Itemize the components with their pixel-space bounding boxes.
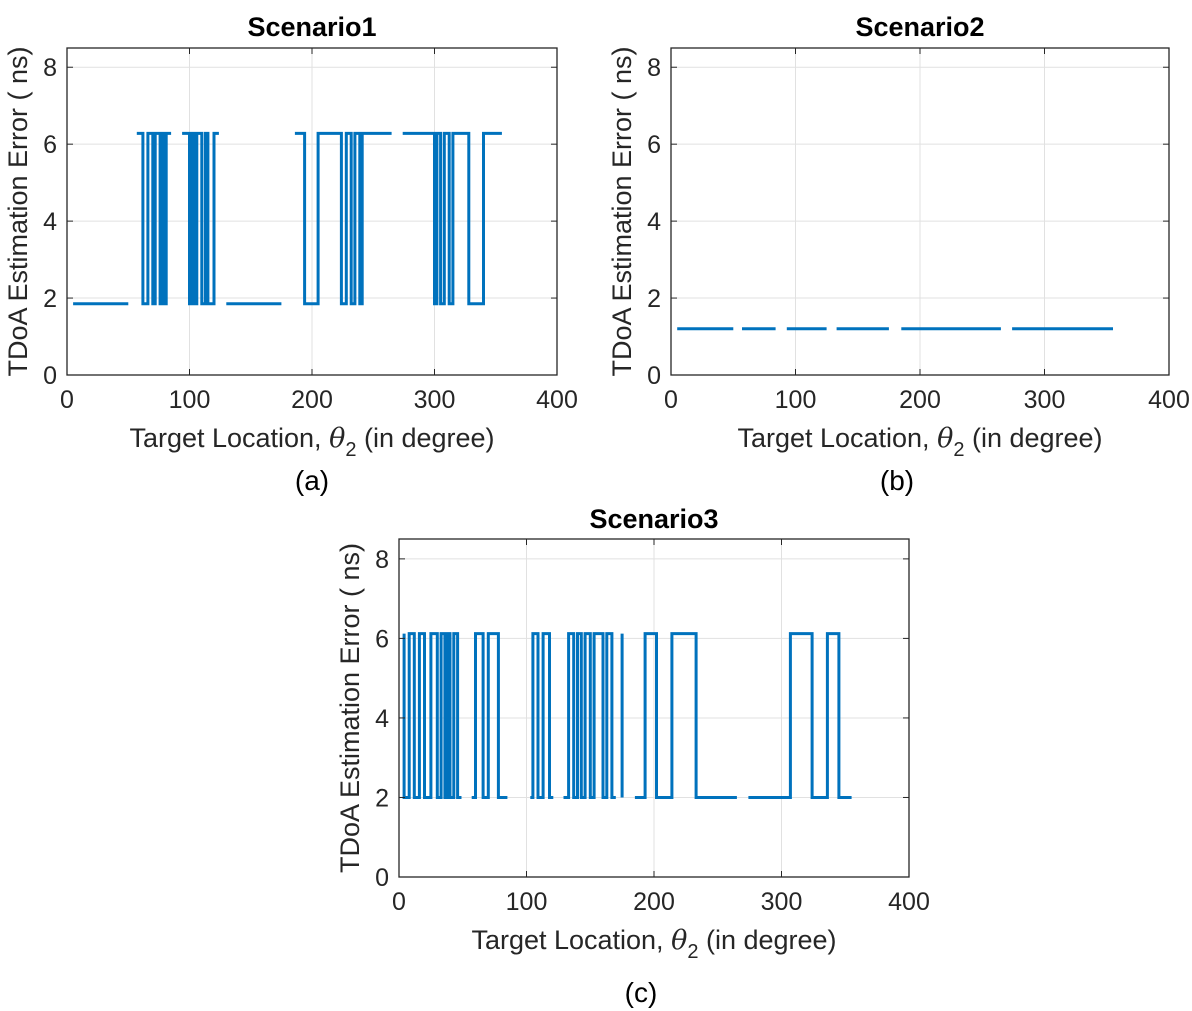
- y-axis-label: TDoA Estimation Error ( ns): [607, 46, 637, 376]
- x-tick-label: 100: [775, 386, 817, 414]
- x-axis-label-prefix: Target Location,: [471, 925, 671, 955]
- chart-title: Scenario2: [855, 12, 984, 42]
- y-axis-label: TDoA Estimation Error ( ns): [3, 46, 33, 376]
- x-axis-label: Target Location, θ2 (in degree): [471, 925, 836, 963]
- series-line-segment: [402, 632, 462, 799]
- x-tick-label: 0: [392, 888, 406, 916]
- x-tick-label: 200: [899, 386, 941, 414]
- x-axis-label-symbol: θ: [937, 423, 953, 454]
- x-axis-label-suffix: (in degree): [698, 925, 836, 955]
- series-line-segment: [748, 632, 852, 799]
- series-line-segment: [402, 131, 502, 306]
- series-line-segment: [530, 632, 554, 799]
- y-tick-label: 8: [375, 546, 389, 574]
- series-line-segment: [471, 632, 508, 799]
- scenario1-panel: 0 100 200 300 400 0 2 4 6 8 Scenario1 Target Locati…: [3, 12, 578, 496]
- y-tick-label: 2: [43, 285, 57, 313]
- y-tick-label: 6: [647, 131, 661, 159]
- y-tick-label: 0: [43, 362, 57, 390]
- x-tick-label: 300: [761, 888, 803, 916]
- scenario3-panel: 0 100 200 300 400 0 2 4 6 8 Scenario3 Target Locati…: [335, 504, 930, 1008]
- x-tick-label: 300: [1024, 386, 1066, 414]
- x-axis-label-prefix: Target Location,: [737, 423, 937, 453]
- series-line-segment: [182, 131, 219, 306]
- x-tick-label: 400: [536, 386, 578, 414]
- x-axis-label-subscript: 2: [687, 941, 698, 963]
- y-tick-label: 4: [375, 705, 389, 733]
- y-tick-label: 8: [647, 54, 661, 82]
- y-tick-label: 0: [647, 362, 661, 390]
- x-tick-label: 0: [664, 386, 678, 414]
- scenario2-panel: 0 100 200 300 400 0 2 4 6 8 Scenario2 Target Locati…: [607, 12, 1190, 496]
- x-axis-label-prefix: Target Location,: [129, 423, 329, 453]
- panel-label: (b): [880, 465, 914, 496]
- x-tick-label: 100: [506, 888, 548, 916]
- x-axis-label: Target Location, θ2 (in degree): [129, 423, 494, 461]
- y-tick-label: 6: [43, 131, 57, 159]
- y-tick-label: 4: [647, 208, 661, 236]
- x-axis-label-symbol: θ: [671, 925, 687, 956]
- y-axis-label: TDoA Estimation Error ( ns): [335, 543, 365, 873]
- panel-label: (a): [295, 465, 329, 496]
- y-tick-label: 2: [647, 285, 661, 313]
- series-line-segment: [634, 632, 737, 799]
- x-axis-label: Target Location, θ2 (in degree): [737, 423, 1102, 461]
- y-tick-label: 4: [43, 208, 57, 236]
- y-tick-label: 2: [375, 784, 389, 812]
- series-line-segment: [294, 131, 392, 306]
- chart-title: Scenario1: [247, 12, 376, 42]
- series-line-segment: [563, 632, 616, 799]
- x-axis-label-suffix: (in degree): [964, 423, 1102, 453]
- x-tick-label: 0: [60, 386, 74, 414]
- x-axis-label-subscript: 2: [953, 439, 964, 461]
- x-tick-label: 200: [291, 386, 333, 414]
- x-axis-label-subscript: 2: [345, 439, 356, 461]
- y-tick-label: 0: [375, 864, 389, 892]
- x-axis-label-symbol: θ: [329, 423, 345, 454]
- y-tick-label: 6: [375, 625, 389, 653]
- x-tick-label: 400: [1148, 386, 1190, 414]
- x-tick-label: 400: [888, 888, 930, 916]
- x-tick-label: 100: [169, 386, 211, 414]
- x-tick-label: 200: [633, 888, 675, 916]
- chart-title: Scenario3: [589, 504, 718, 534]
- series-line-segment: [136, 131, 172, 306]
- y-tick-label: 8: [43, 54, 57, 82]
- x-tick-label: 300: [414, 386, 456, 414]
- x-axis-label-suffix: (in degree): [356, 423, 494, 453]
- panel-label: (c): [625, 977, 658, 1008]
